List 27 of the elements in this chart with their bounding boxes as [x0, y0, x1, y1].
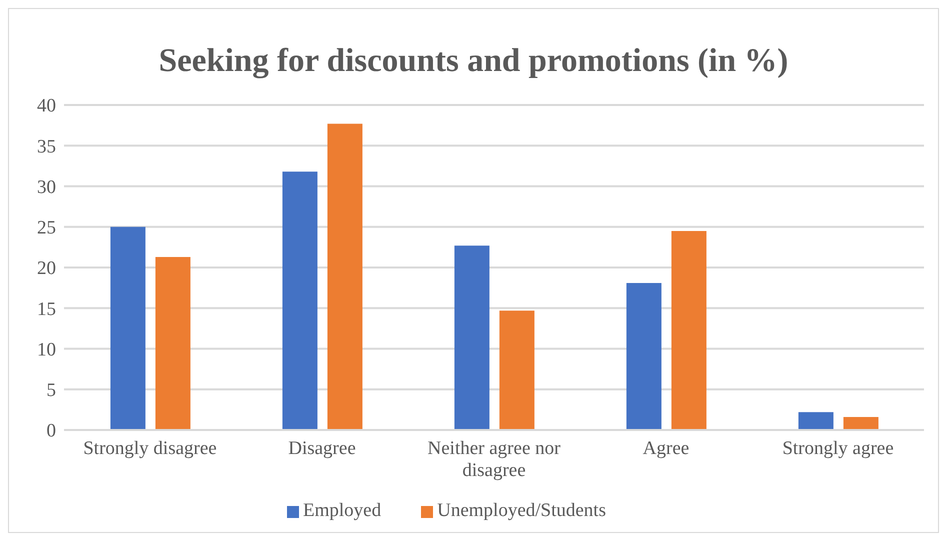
bar [327, 124, 362, 430]
y-tick-label: 10 [37, 339, 56, 360]
legend-label: Unemployed/Students [437, 500, 606, 521]
bar [454, 246, 490, 430]
bar [626, 282, 662, 430]
y-tick-label: 40 [37, 96, 56, 117]
bar [155, 256, 190, 430]
bar [110, 226, 146, 430]
y-tick-label: 5 [46, 380, 56, 402]
bar [798, 412, 834, 430]
y-tick-label: 30 [37, 176, 56, 198]
y-tick-label: 20 [37, 258, 56, 280]
chart-title: Seeking for discounts and promotions (in %) [158, 42, 790, 81]
bar [499, 310, 534, 430]
x-tick-label: Strongly agree [782, 438, 894, 459]
x-tick-label: Strongly disagree [83, 438, 217, 459]
y-tick-label: 0 [46, 420, 56, 442]
legend-label: Employed [303, 500, 382, 521]
y-tick-label: 15 [37, 298, 56, 320]
x-tick-label: Disagree [288, 438, 356, 459]
bar [282, 172, 318, 430]
x-tick-label: Neither agree nor disagree [428, 438, 562, 481]
bar [671, 230, 706, 430]
bar [843, 417, 878, 430]
x-tick-label: Agree [642, 438, 690, 459]
y-tick-label: 25 [37, 218, 56, 239]
y-tick-label: 35 [37, 136, 56, 158]
